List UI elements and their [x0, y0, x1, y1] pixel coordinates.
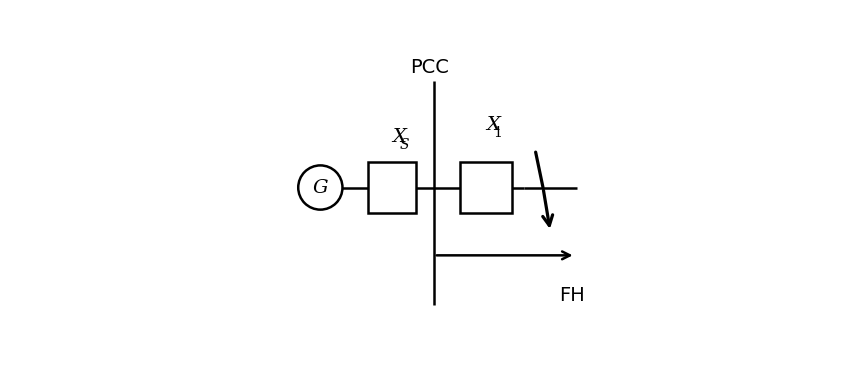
Text: 1: 1	[493, 126, 503, 140]
Text: X: X	[486, 116, 500, 134]
Text: S: S	[400, 138, 409, 152]
Text: FH: FH	[560, 286, 585, 305]
Bar	[368, 162, 416, 213]
Text: G: G	[313, 178, 328, 196]
Text: PCC: PCC	[411, 58, 449, 77]
Bar	[461, 162, 512, 213]
Text: X: X	[392, 128, 406, 146]
